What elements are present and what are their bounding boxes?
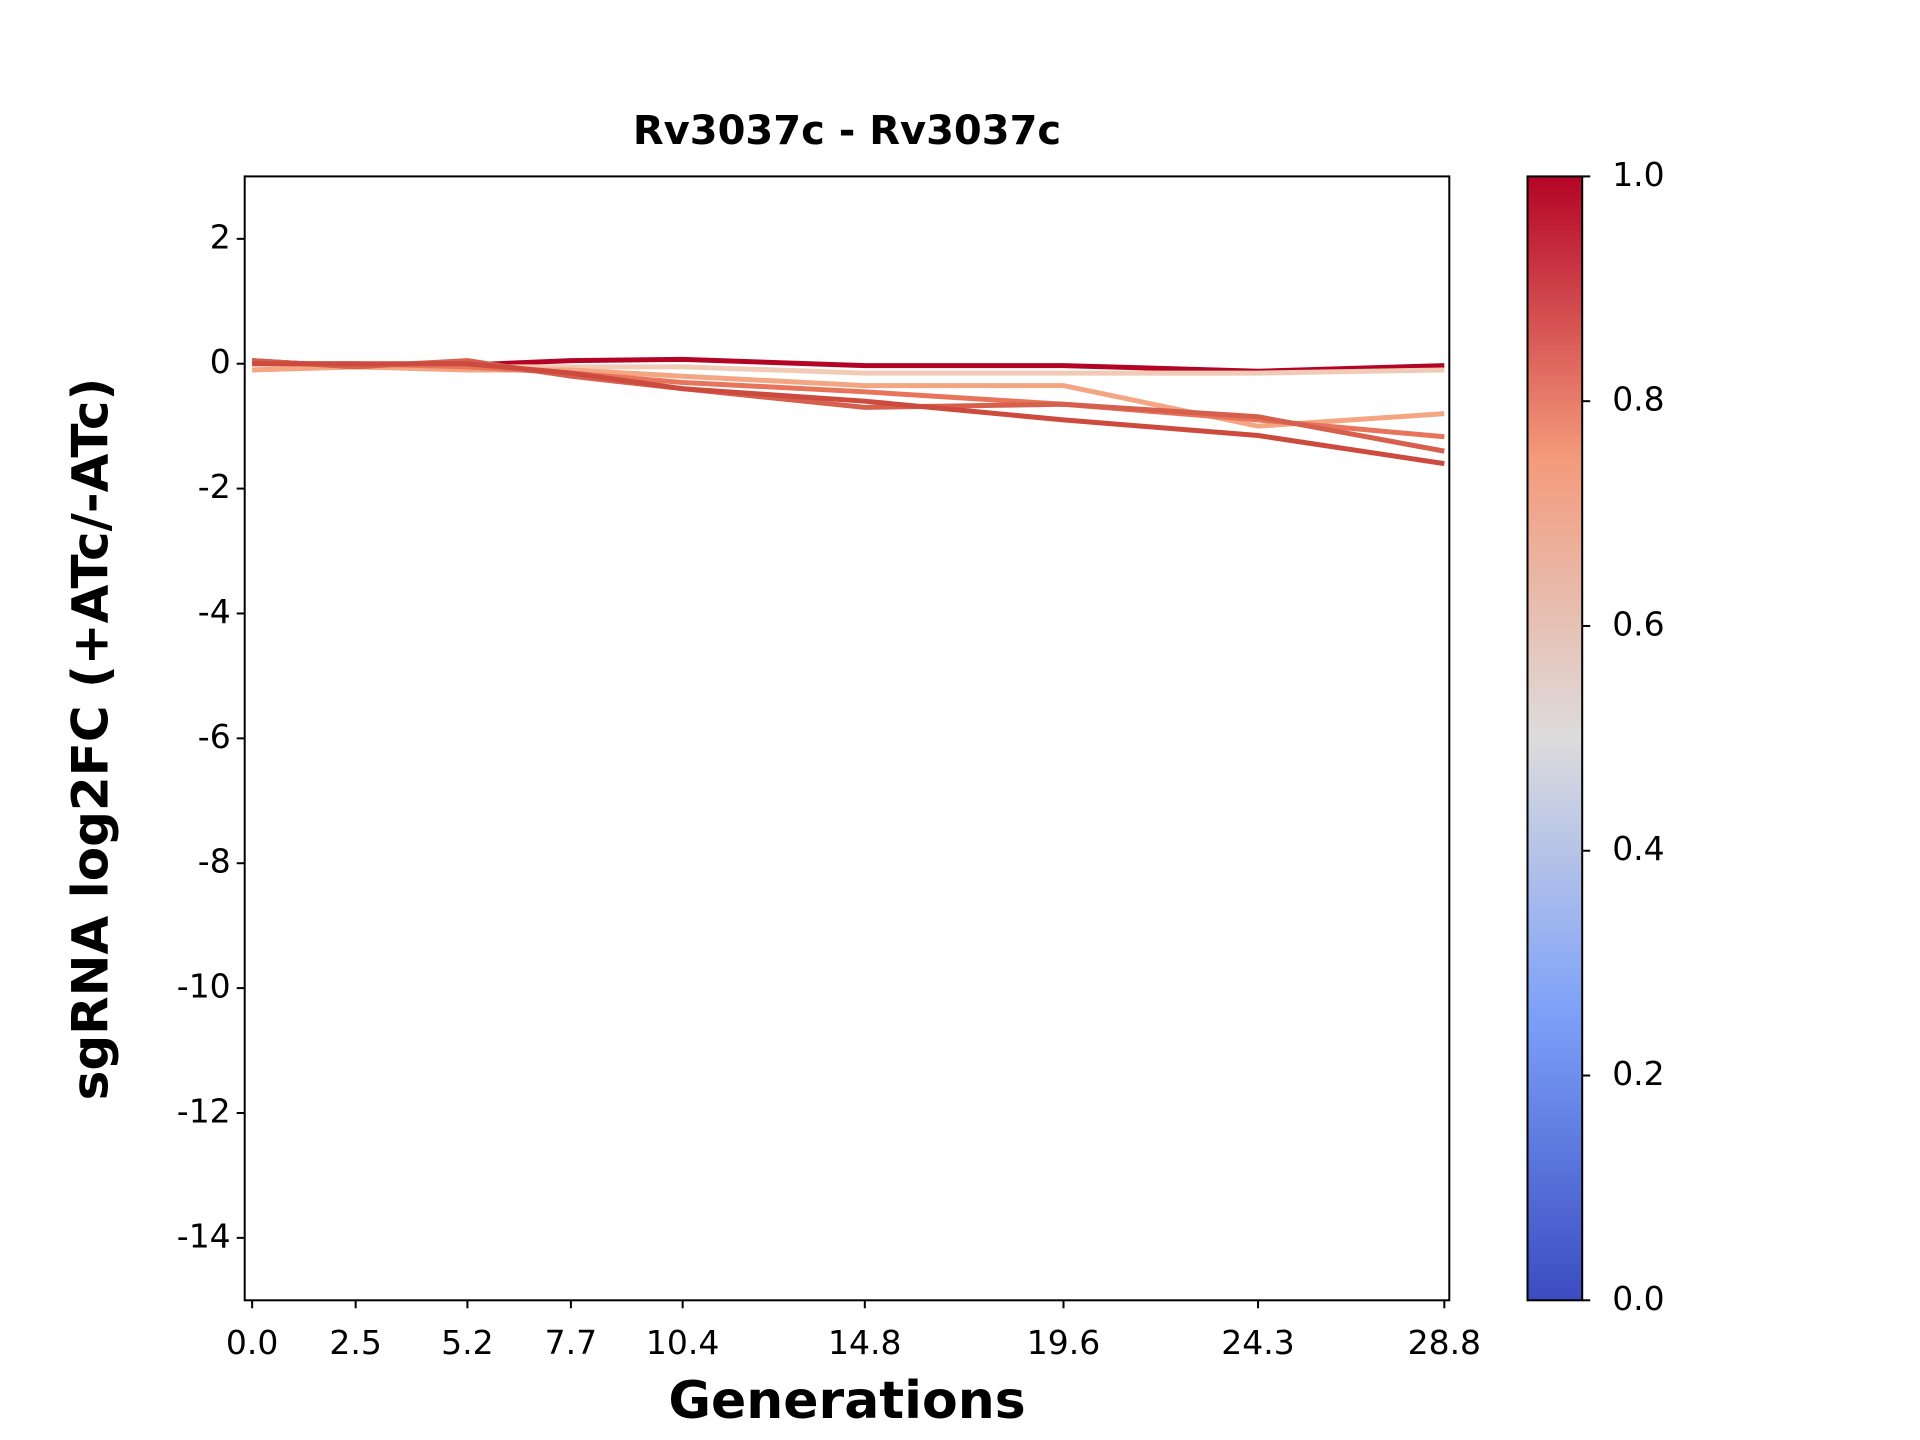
plot-frame <box>243 175 1451 1302</box>
x-tick-label: 14.8 <box>828 1323 901 1362</box>
y-tick-label: -8 <box>198 842 231 881</box>
colorbar-tick-label: 0.2 <box>1612 1054 1664 1093</box>
x-axis-label: Generations <box>668 1371 1025 1431</box>
x-tick-label: 19.6 <box>1027 1323 1100 1362</box>
y-tick-label: -6 <box>198 717 231 756</box>
chart-title: Rv3037c - Rv3037c <box>633 108 1061 154</box>
x-tick-label: 28.8 <box>1408 1323 1481 1362</box>
x-tick-label: 24.3 <box>1221 1323 1294 1362</box>
colorbar <box>1526 175 1584 1302</box>
colorbar-tick-label: 0.6 <box>1612 604 1664 643</box>
x-tick-label: 0.0 <box>226 1323 278 1362</box>
y-tick-label: 2 <box>210 217 231 256</box>
y-tick-label: 0 <box>210 342 231 381</box>
x-tick-label: 7.7 <box>545 1323 597 1362</box>
colorbar-tick-label: 0.0 <box>1612 1279 1664 1318</box>
x-tick-label: 5.2 <box>441 1323 493 1362</box>
y-tick-label: -4 <box>198 592 231 631</box>
y-tick-label: -14 <box>177 1216 231 1255</box>
colorbar-tick-label: 0.4 <box>1612 829 1664 868</box>
colorbar-tick-label: 0.8 <box>1612 380 1664 419</box>
colorbar-tick-label: 1.0 <box>1612 155 1664 194</box>
series-line <box>252 361 1445 467</box>
y-tick-label: -12 <box>177 1091 231 1130</box>
y-axis-label: sgRNA log2FC (+ATc/-ATc) <box>62 378 120 1101</box>
x-tick-label: 10.4 <box>646 1323 719 1362</box>
y-tick-label: -2 <box>198 467 231 506</box>
y-tick-label: -10 <box>177 967 231 1006</box>
x-tick-label: 2.5 <box>329 1323 381 1362</box>
